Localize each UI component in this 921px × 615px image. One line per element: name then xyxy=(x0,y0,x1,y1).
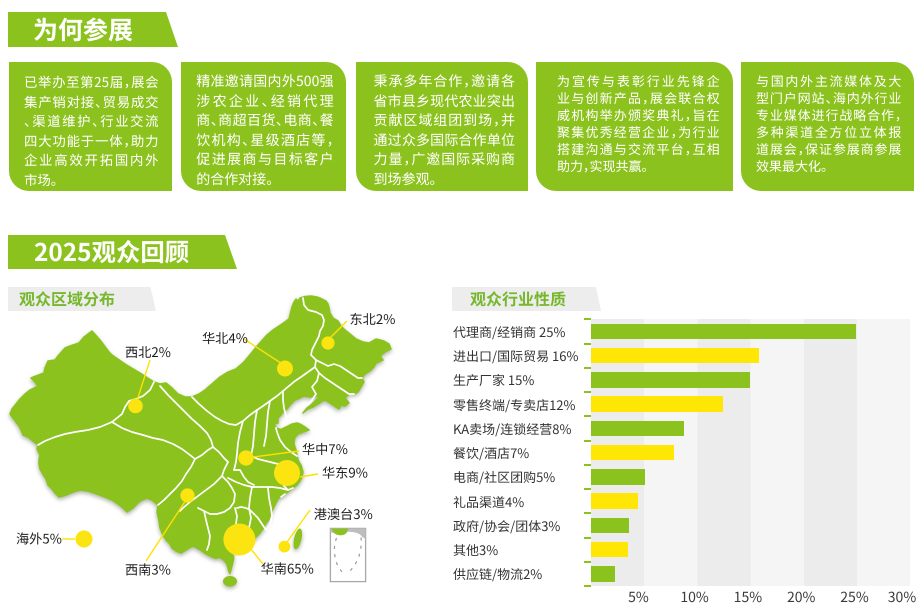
svg-text:海外5%: 海外5% xyxy=(16,529,62,548)
svg-text:华中7%: 华中7% xyxy=(302,439,348,458)
svg-text:西北2%: 西北2% xyxy=(125,342,171,361)
svg-text:华北4%: 华北4% xyxy=(202,328,248,347)
svg-text:华南65%: 华南65% xyxy=(261,559,314,578)
svg-text:港澳台3%: 港澳台3% xyxy=(314,504,373,523)
svg-text:华东9%: 华东9% xyxy=(322,463,368,482)
svg-text:西南3%: 西南3% xyxy=(125,560,171,579)
svg-text:东北2%: 东北2% xyxy=(350,309,396,328)
